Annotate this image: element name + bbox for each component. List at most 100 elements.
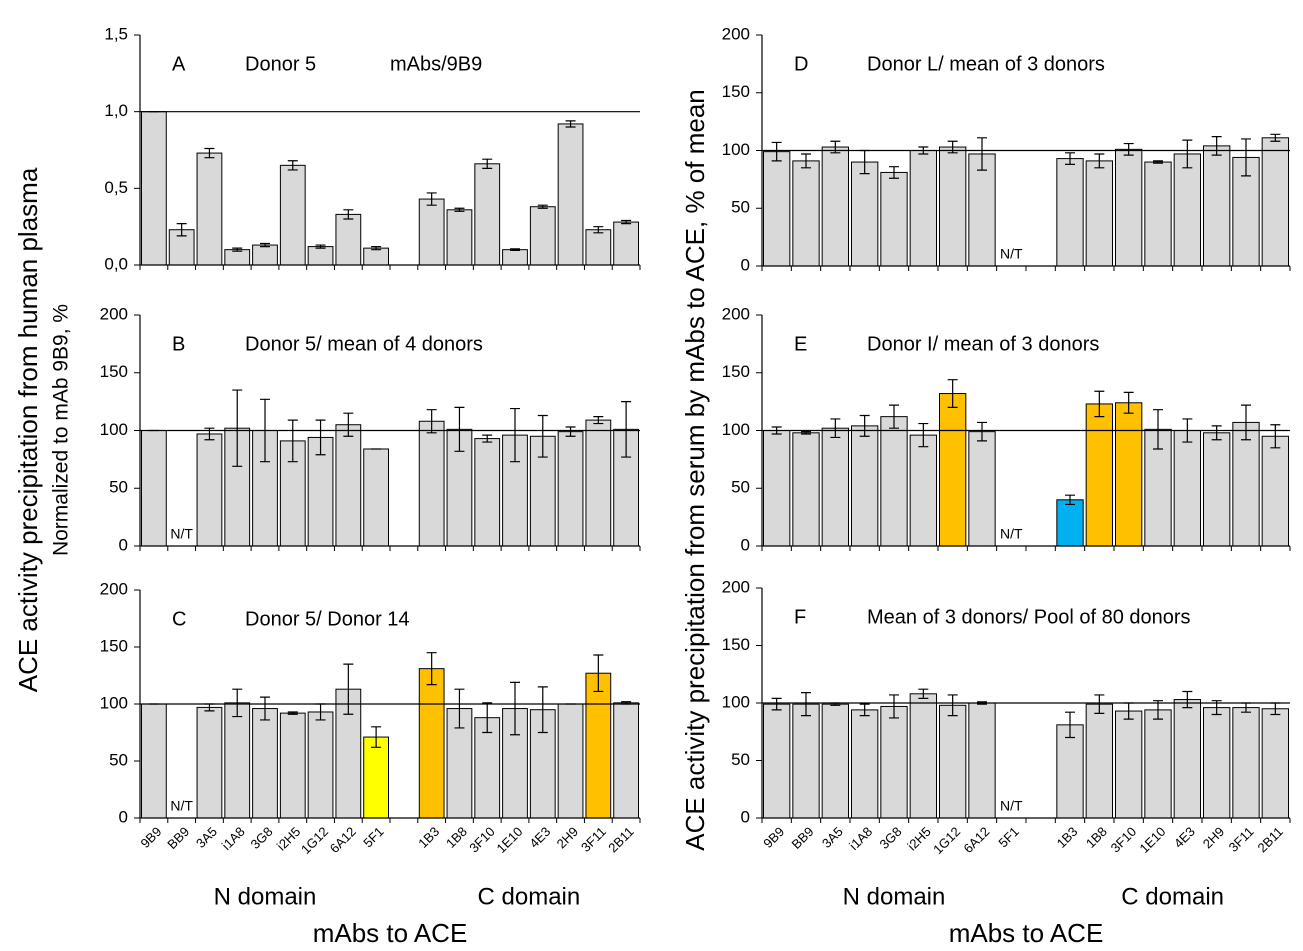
error-bar bbox=[1211, 136, 1222, 156]
group-label: N domain bbox=[214, 883, 317, 910]
bar bbox=[474, 163, 501, 266]
bar bbox=[529, 206, 556, 266]
y-axis-label: ACE activity precipitation from human pl… bbox=[13, 167, 43, 692]
error-bar bbox=[977, 421, 987, 442]
bar bbox=[1203, 432, 1231, 547]
bar bbox=[1085, 403, 1113, 547]
x-tick-label: 6A12 bbox=[327, 824, 359, 856]
bar bbox=[792, 432, 820, 547]
error-bar bbox=[1094, 390, 1105, 418]
error-bar bbox=[947, 379, 958, 408]
x-tick-label: 3A5 bbox=[819, 824, 846, 851]
x-tick-label: 9B9 bbox=[760, 824, 787, 851]
error-bar bbox=[771, 141, 782, 162]
y-axis-label: ACE activity precipitation from serum by… bbox=[680, 89, 710, 851]
bar bbox=[792, 160, 820, 267]
x-tick-label: 4E3 bbox=[526, 824, 553, 851]
panel-label: A bbox=[172, 53, 186, 75]
bar bbox=[224, 249, 251, 266]
bar bbox=[968, 153, 996, 267]
x-tick-label: 1B3 bbox=[1054, 824, 1081, 851]
bar bbox=[418, 198, 445, 266]
x-tick-label: 2B11 bbox=[1254, 824, 1285, 855]
bar bbox=[939, 146, 967, 267]
error-bar bbox=[565, 120, 576, 128]
error-bar bbox=[343, 412, 354, 437]
bar bbox=[557, 123, 584, 266]
x-tick-label: 2H9 bbox=[1200, 824, 1227, 851]
error-bar bbox=[1123, 391, 1134, 414]
x-tick-label: 5F1 bbox=[360, 824, 386, 850]
error-bar bbox=[947, 694, 958, 717]
y-tick-label: 150 bbox=[100, 636, 128, 655]
error-bar bbox=[260, 242, 270, 248]
x-tick-label: 5F1 bbox=[995, 824, 1021, 850]
bar bbox=[968, 431, 996, 547]
error-bar bbox=[510, 248, 520, 252]
bar bbox=[363, 736, 390, 819]
error-bar bbox=[859, 414, 870, 437]
bar bbox=[196, 433, 223, 547]
bar bbox=[1115, 148, 1143, 267]
bar bbox=[557, 703, 584, 819]
value-label: N/T bbox=[1000, 246, 1023, 262]
y-tick-label: 0 bbox=[741, 807, 750, 826]
y-tick-label: 0 bbox=[119, 807, 128, 826]
x-tick-label: 3F10 bbox=[466, 824, 498, 856]
x-tick-label: 2H9 bbox=[554, 824, 581, 851]
y-tick-label: 150 bbox=[100, 362, 128, 381]
y-tick-label: 0,5 bbox=[104, 178, 128, 197]
error-bar bbox=[371, 246, 382, 251]
bar bbox=[792, 703, 820, 819]
bar bbox=[851, 425, 879, 547]
error-bar bbox=[343, 209, 354, 220]
bar bbox=[252, 244, 278, 266]
y-tick-label: 50 bbox=[731, 750, 750, 769]
y-tick-label: 50 bbox=[109, 478, 128, 497]
bar bbox=[1144, 709, 1172, 819]
bar bbox=[1085, 703, 1113, 819]
x-tick-label: 1E10 bbox=[493, 824, 525, 856]
bar bbox=[939, 704, 967, 819]
error-bar bbox=[537, 686, 548, 734]
error-bar bbox=[565, 426, 576, 437]
y-tick-label: 200 bbox=[100, 579, 128, 598]
bar bbox=[196, 706, 223, 819]
bar bbox=[585, 672, 612, 819]
error-bar bbox=[1065, 711, 1075, 739]
error-bar bbox=[771, 697, 782, 711]
error-bar bbox=[232, 389, 243, 467]
y-tick-label: 150 bbox=[722, 635, 750, 654]
bar bbox=[763, 430, 791, 547]
y-tick-label: 200 bbox=[722, 24, 750, 43]
bar bbox=[474, 438, 501, 547]
panel-title: Donor 5 bbox=[245, 53, 316, 75]
x-tick-label: i2H5 bbox=[274, 824, 304, 854]
error-bar bbox=[287, 160, 298, 171]
bar bbox=[851, 709, 879, 819]
error-bar bbox=[454, 688, 465, 729]
error-bar bbox=[1241, 404, 1251, 441]
y-tick-label: 150 bbox=[722, 362, 750, 381]
bar bbox=[335, 213, 362, 266]
error-bar bbox=[482, 702, 493, 734]
bar bbox=[418, 668, 445, 819]
bar bbox=[1056, 158, 1084, 267]
bar bbox=[279, 712, 306, 819]
value-label: N/T bbox=[1000, 798, 1023, 814]
error-bar bbox=[1153, 409, 1163, 450]
bar bbox=[821, 703, 850, 819]
x-tick-label: 1G12 bbox=[298, 824, 331, 857]
bar bbox=[141, 430, 167, 547]
value-label: N/T bbox=[170, 526, 193, 542]
error-bar bbox=[315, 244, 326, 249]
error-bar bbox=[315, 419, 326, 456]
error-bar bbox=[482, 434, 493, 443]
x-tick-label: 3G8 bbox=[248, 824, 276, 852]
x-tick-label: 1B8 bbox=[1083, 824, 1110, 851]
y-tick-label: 0 bbox=[741, 535, 750, 554]
y-tick-label: 50 bbox=[731, 478, 750, 497]
error-bar bbox=[918, 422, 929, 448]
bar bbox=[557, 431, 584, 547]
bar bbox=[529, 435, 556, 547]
